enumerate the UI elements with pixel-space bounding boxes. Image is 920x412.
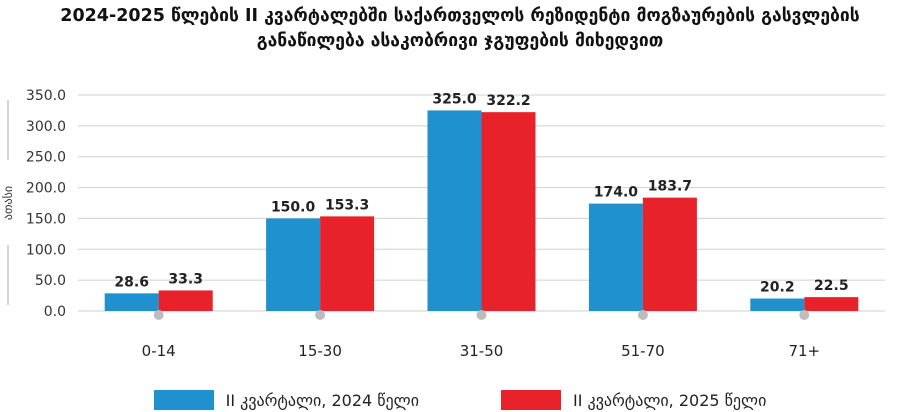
legend: II კვარტალი, 2024 წელი II კვარტალი, 2025… bbox=[0, 390, 920, 410]
legend-swatch-2024 bbox=[153, 390, 214, 410]
bar-value-label: 153.3 bbox=[325, 197, 369, 213]
legend-label-2025: II კვარტალი, 2025 წელი bbox=[573, 390, 767, 410]
y-tick-label: 250.0 bbox=[26, 150, 66, 166]
category-tick-marker bbox=[637, 310, 648, 320]
y-tick-label: 200.0 bbox=[26, 181, 66, 197]
y-tick-label: 350.0 bbox=[26, 88, 66, 104]
bar-71+-0 bbox=[750, 298, 805, 311]
bar-0-14-1 bbox=[158, 290, 213, 311]
x-tick-label: 0-14 bbox=[142, 342, 176, 360]
bar-31-50-1 bbox=[481, 112, 536, 311]
x-tick-label: 31-50 bbox=[460, 342, 504, 360]
legend-item-2024: II კვარტალი, 2024 წელი bbox=[153, 390, 419, 410]
bar-value-label: 150.0 bbox=[271, 199, 316, 215]
x-tick-label: 51-70 bbox=[621, 342, 665, 360]
bar-value-label: 183.7 bbox=[648, 179, 692, 195]
bar-chart: 0.0 50.0 100.0 150.0 200.0 250.0 300.0 350.0 ათა… bbox=[1, 88, 885, 360]
category-tick-marker bbox=[799, 310, 810, 320]
bar-value-label: 325.0 bbox=[432, 91, 477, 107]
bar-value-label: 174.0 bbox=[594, 185, 639, 201]
x-tick-label: 71+ bbox=[788, 342, 820, 360]
bar-value-label: 33.3 bbox=[168, 271, 203, 287]
bar-71+-1 bbox=[804, 297, 859, 311]
bar-31-50-0 bbox=[427, 110, 482, 311]
y-tick-label: 150.0 bbox=[26, 211, 66, 227]
bar-value-label: 322.2 bbox=[486, 93, 530, 109]
category-tick-marker bbox=[153, 310, 164, 320]
bar-15-30-1 bbox=[320, 216, 375, 311]
y-tick-label: 300.0 bbox=[26, 119, 66, 135]
category-tick-marker bbox=[476, 310, 487, 320]
bar-value-label: 22.5 bbox=[814, 278, 849, 294]
bar-0-14-0 bbox=[104, 293, 159, 311]
chart-title: 2024-2025 წლების II კვარტალებში საქართვე… bbox=[0, 4, 920, 54]
x-tick-label: 15-30 bbox=[298, 342, 342, 360]
bar-15-30-0 bbox=[266, 218, 321, 311]
legend-item-2025: II კვარტალი, 2025 წელი bbox=[501, 390, 766, 410]
bar-51-70-0 bbox=[588, 203, 643, 311]
title-line-2: განაწილება ასაკობრივი ჯგუფების მიხედვით bbox=[256, 31, 664, 51]
legend-label-2024: II კვარტალი, 2024 წელი bbox=[225, 390, 419, 410]
category-tick-marker bbox=[315, 310, 326, 320]
bar-51-70-1 bbox=[642, 197, 697, 311]
bar-value-label: 28.6 bbox=[114, 274, 149, 290]
y-tick-label: 100.0 bbox=[26, 242, 66, 258]
legend-swatch-2025 bbox=[501, 390, 561, 410]
y-tick-label: 50.0 bbox=[35, 273, 66, 289]
bar-value-label: 20.2 bbox=[760, 280, 795, 296]
title-line-1: 2024-2025 წლების II კვარტალებში საქართვე… bbox=[60, 6, 860, 26]
y-axis-label: ათასი bbox=[1, 186, 15, 220]
y-tick-label: 0.0 bbox=[44, 304, 66, 320]
